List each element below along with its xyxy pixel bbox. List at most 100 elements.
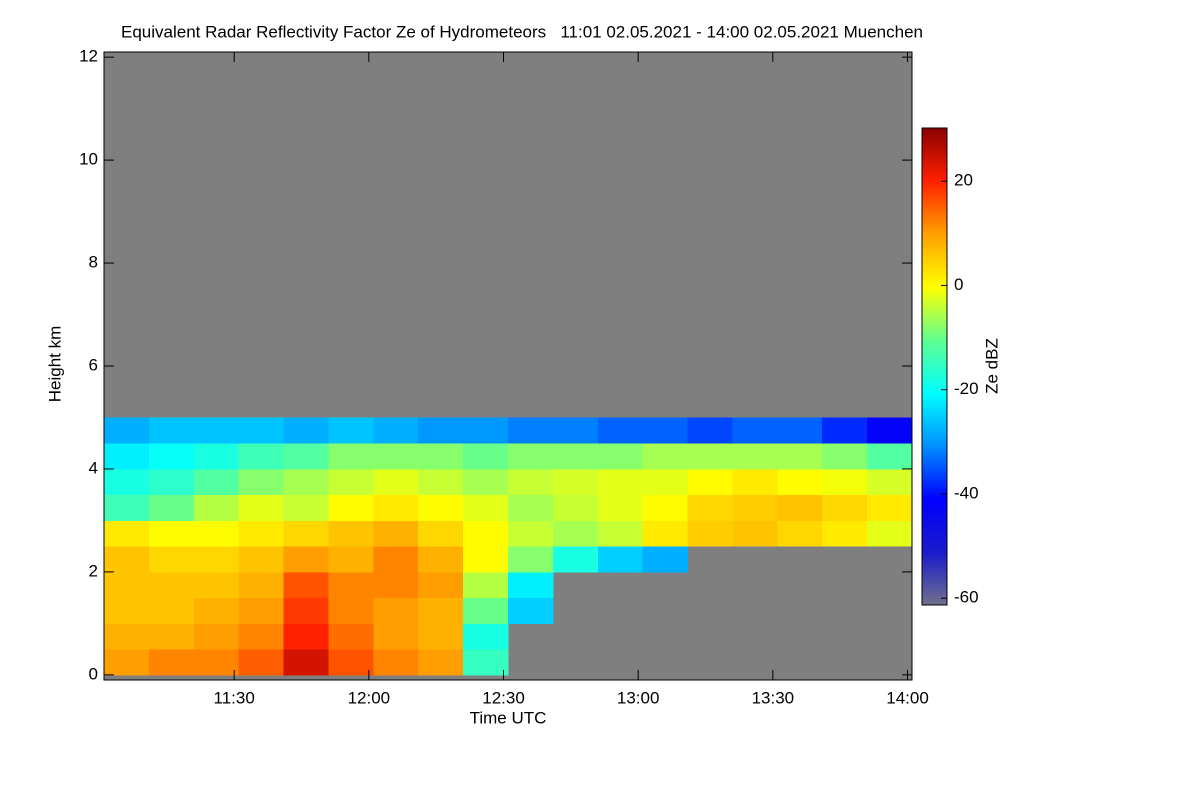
heatmap-cell [418,494,464,521]
x-tick-label: 12:30 [482,688,525,707]
heatmap-cell [552,520,599,547]
y-tick-label: 2 [89,561,98,580]
colorbar-tick-label: 20 [954,171,973,190]
heatmap-cell [777,494,823,521]
heatmap-cell [373,649,419,676]
x-tick-label: 11:30 [214,688,255,707]
heatmap-cell [193,546,240,573]
heatmap-cell [373,571,419,599]
heatmap-cell [552,443,599,470]
heatmap-cell [104,494,150,521]
colorbar-label: Ze dBZ [982,338,1001,394]
heatmap-cell [328,546,374,573]
heatmap-cell [463,494,509,521]
heatmap-cell [463,623,509,650]
heatmap-cell [597,468,644,496]
x-tick-label: 12:00 [348,688,391,707]
heatmap-cell [283,649,329,676]
heatmap-cell [283,546,329,573]
heatmap-cell [373,597,419,624]
heatmap-cell [283,417,329,444]
heatmap-cell [687,520,733,547]
chart-title: Equivalent Radar Reflectivity Factor Ze … [121,22,923,41]
x-tick-label: 13:30 [752,688,795,707]
heatmap-cell [328,520,374,547]
heatmap-cell [328,571,374,599]
heatmap-cell [822,443,868,470]
y-tick-label: 12 [79,47,98,66]
heatmap-cell [463,546,509,573]
heatmap-cell [104,468,150,496]
heatmap-cell [552,494,599,521]
heatmap-cell [104,443,150,470]
heatmap-cell [552,546,599,573]
heatmap-cell [418,571,464,599]
heatmap-cell [148,623,195,650]
colorbar-tick-label: -20 [954,379,979,398]
heatmap-cell [642,546,689,573]
heatmap-cell [508,417,554,444]
heatmap-cell [822,417,868,444]
heatmap-cell [508,571,554,599]
heatmap-cell [104,571,150,599]
heatmap-cell [104,649,150,676]
heatmap-cell [418,649,464,676]
heatmap-cell [104,546,150,573]
heatmap-cell [822,468,868,496]
heatmap-cell [867,468,913,496]
heatmap-cell [238,417,285,444]
heatmap-cell [373,417,419,444]
heatmap-cell [597,546,644,573]
heatmap-cell [193,649,240,676]
heatmap-cell [777,417,823,444]
heatmap-cell [642,494,689,521]
heatmap-cell [867,417,913,444]
heatmap-cell [373,494,419,521]
heatmap-cell [373,443,419,470]
heatmap-cell [508,494,554,521]
heatmap-cell [148,520,195,547]
heatmap-cell [328,494,374,521]
heatmap-cell [104,417,150,444]
heatmap-cell [687,443,733,470]
heatmap-cell [373,468,419,496]
heatmap-cell [732,417,778,444]
heatmap-cell [597,494,644,521]
heatmap-cell [642,417,689,444]
heatmap-cell [328,468,374,496]
heatmap-cell [283,468,329,496]
heatmap-cell [328,623,374,650]
heatmap-cell [463,443,509,470]
heatmap-cell [148,494,195,521]
heatmap-cell [238,468,285,496]
heatmap-cell [508,546,554,573]
y-tick-label: 6 [89,355,98,374]
heatmap-cell [148,443,195,470]
heatmap-cell [777,468,823,496]
heatmap-cell [687,468,733,496]
heatmap-cell [193,597,240,624]
heatmap-cell [238,494,285,521]
colorbar-tick-label: -60 [954,588,979,607]
heatmap-cell [642,468,689,496]
heatmap-cell [552,417,599,444]
heatmap-cell [148,649,195,676]
heatmap-cell [328,597,374,624]
heatmap-cell [463,597,509,624]
heatmap-cell [328,649,374,676]
heatmap-cell [418,546,464,573]
heatmap-cell [283,520,329,547]
heatmap-cell [777,443,823,470]
heatmap-cell [687,494,733,521]
heatmap-cell [238,520,285,547]
heatmap-cell [373,546,419,573]
heatmap-cell [418,597,464,624]
heatmap-cell [104,623,150,650]
heatmap-cell [597,520,644,547]
heatmap-cell [418,520,464,547]
heatmap-cell [732,520,778,547]
heatmap-cell [777,520,823,547]
heatmap-cell [148,468,195,496]
heatmap-cell [463,571,509,599]
